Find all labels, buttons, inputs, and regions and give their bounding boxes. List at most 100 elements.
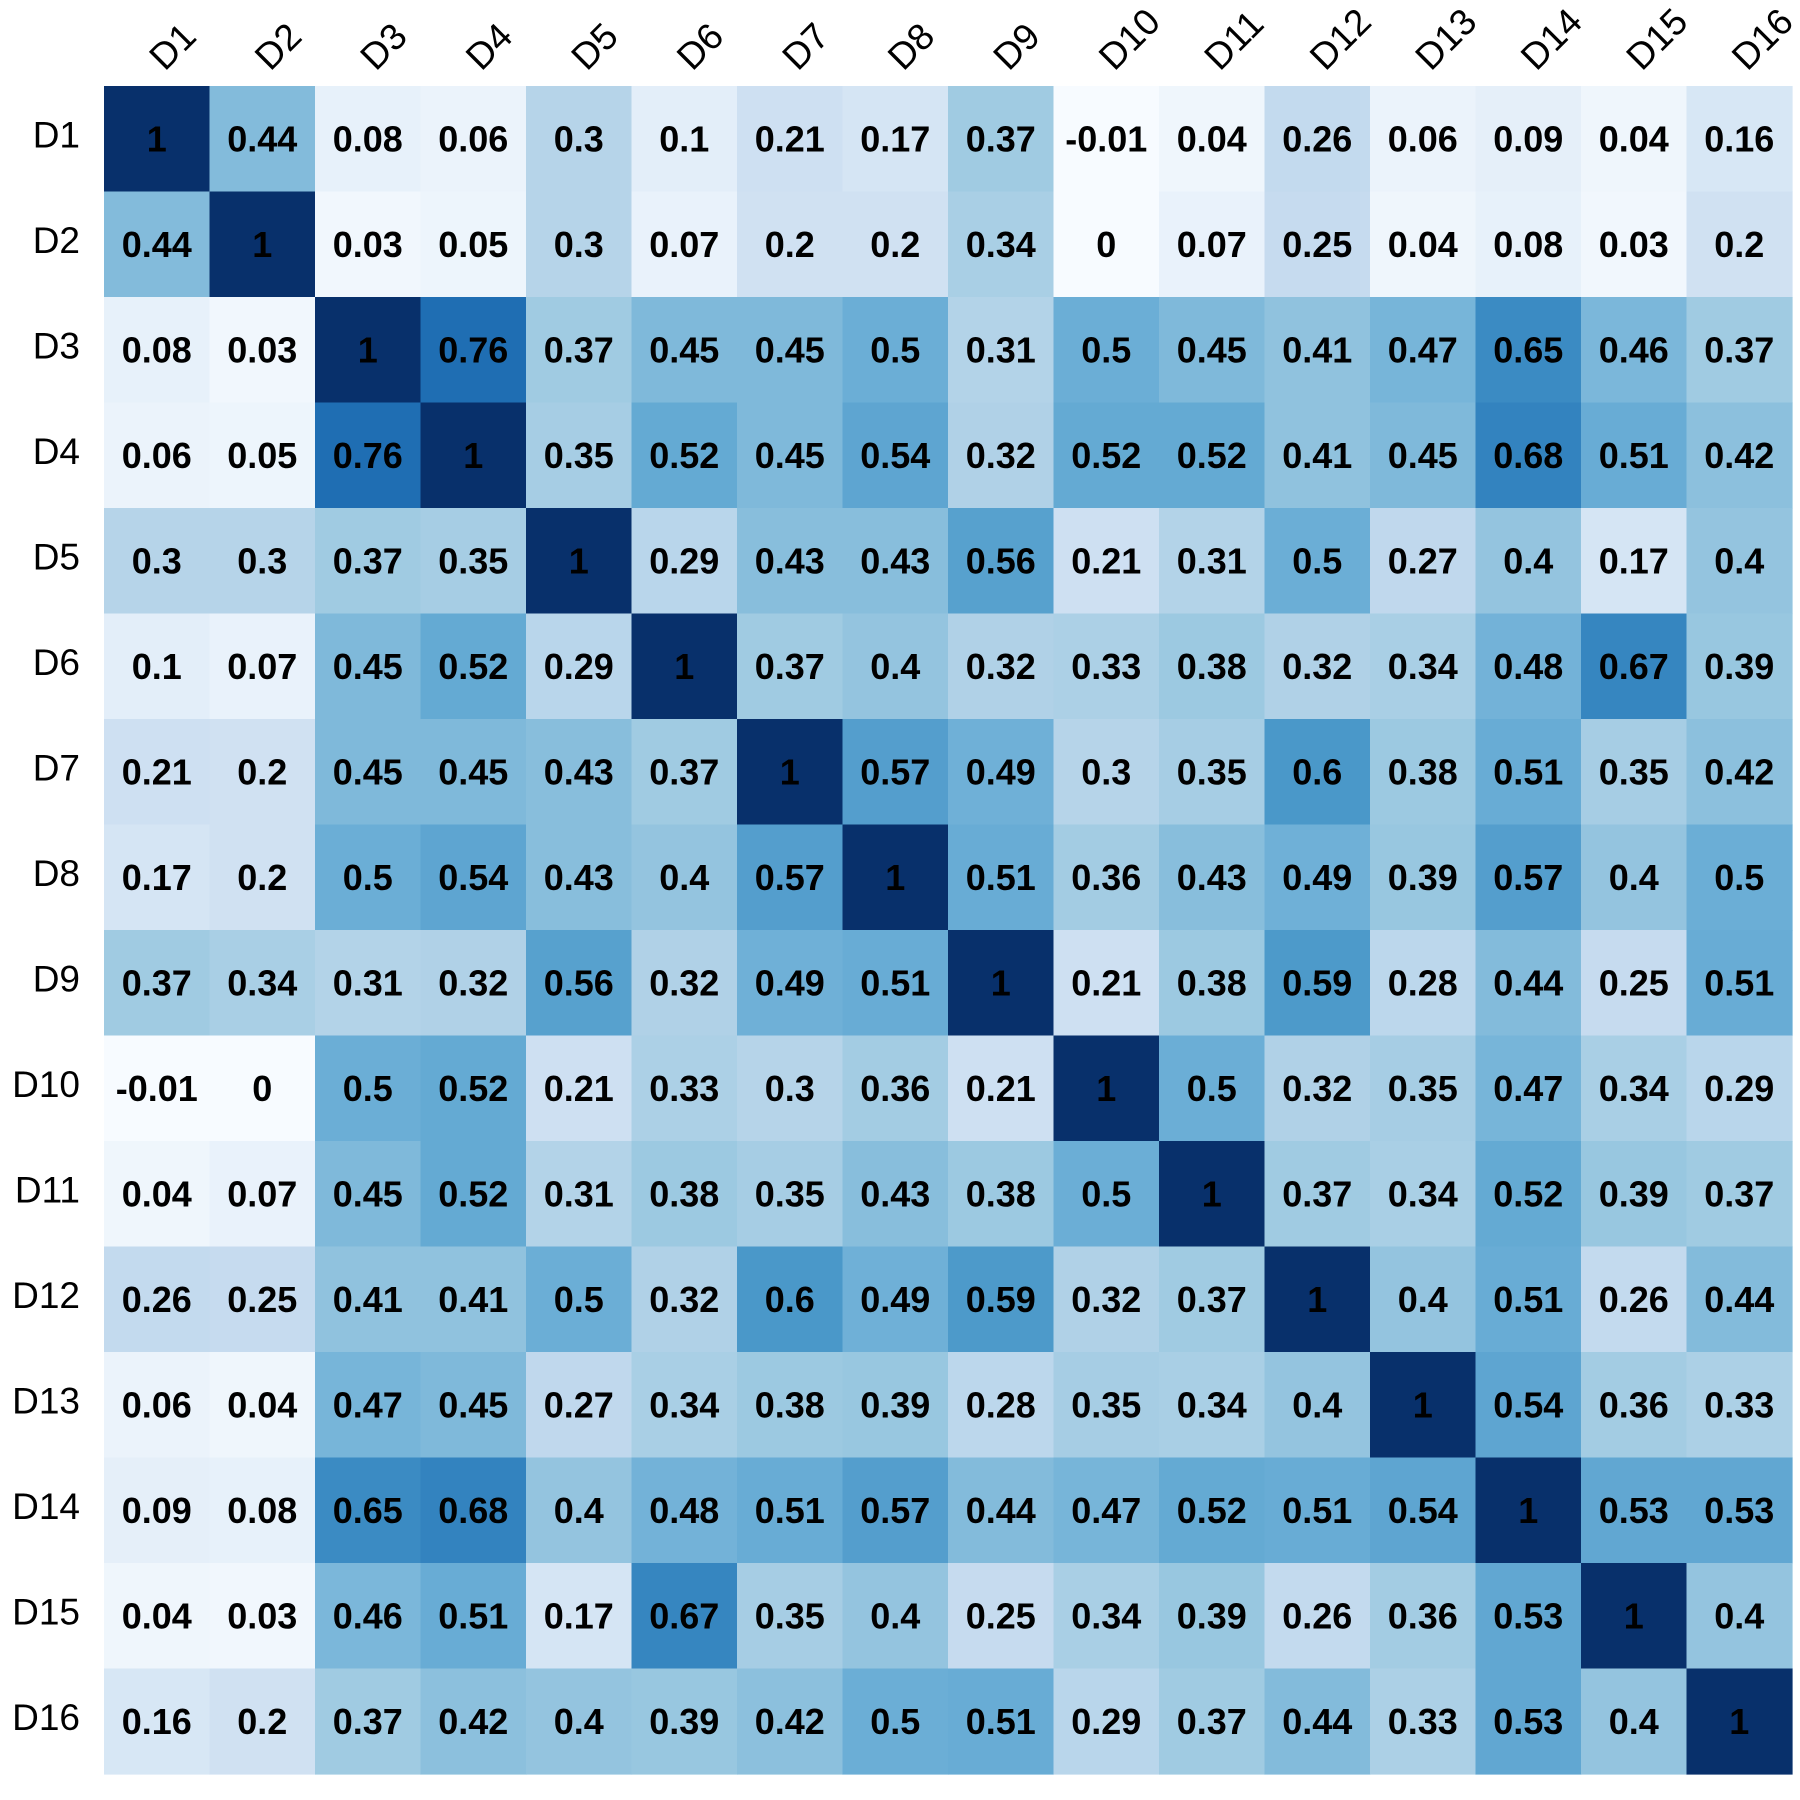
cell-value-label: 0.6 [765, 1279, 815, 1320]
heatmap-cell-D5-D8 [842, 508, 949, 615]
cell-value-label: 0.53 [1704, 1490, 1774, 1531]
cell-value-label: 0.56 [966, 540, 1036, 581]
heatmap-cell-D15-D11 [1159, 1563, 1266, 1670]
x-tick-label: D11 [1196, 3, 1271, 78]
cell-value-label: 0.54 [1388, 1490, 1458, 1531]
cell-value-label: 0.37 [755, 646, 825, 687]
heatmap-cell-D3-D14 [1475, 297, 1582, 404]
cell-value-label: 0.4 [870, 1595, 920, 1636]
cell-value-label: 0.5 [870, 329, 920, 370]
cell-value-label: 0.41 [438, 1279, 508, 1320]
cell-value-label: 0.53 [1599, 1490, 1669, 1531]
cell-value-label: 0.03 [227, 1595, 297, 1636]
heatmap-cell-D13-D5 [526, 1352, 633, 1459]
heatmap-cell-D1-D3 [315, 86, 422, 193]
cell-value-label: 0.09 [1493, 118, 1563, 159]
cell-value-label: 0.25 [227, 1279, 297, 1320]
cell-value-label: 0.34 [966, 224, 1036, 265]
cell-value-label: 0.36 [1388, 1595, 1458, 1636]
cell-value-label: 0.05 [438, 224, 508, 265]
cell-value-label: 0.51 [1282, 1490, 1352, 1531]
cell-value-label: 0.33 [1704, 1384, 1774, 1425]
heatmap-cell-D15-D5 [526, 1563, 633, 1670]
cell-value-label: -0.01 [116, 1068, 198, 1109]
heatmap-cell-D6-D15 [1581, 613, 1688, 720]
cell-value-label: 0.17 [544, 1595, 614, 1636]
heatmap-cell-D13-D15 [1581, 1352, 1688, 1459]
x-tick-label: D14 [1513, 1, 1590, 78]
heatmap-cell-D8-D11 [1159, 824, 1266, 931]
heatmap-cell-D8-D10 [1053, 824, 1160, 931]
cell-value-label: 0.17 [1599, 540, 1669, 581]
heatmap-cell-D2-D9 [948, 191, 1055, 298]
cell-value-label: 0.26 [1599, 1279, 1669, 1320]
cell-value-label: 0.44 [1493, 962, 1563, 1003]
cell-value-label: 0.4 [1398, 1279, 1448, 1320]
cell-value-label: 1 [674, 646, 694, 687]
cell-value-label: 0.26 [1282, 1595, 1352, 1636]
cell-value-label: 1 [147, 118, 167, 159]
heatmap-cell-D14-D12 [1264, 1457, 1371, 1564]
cell-value-label: 0.32 [438, 962, 508, 1003]
heatmap-cell-D15-D1 [104, 1563, 211, 1670]
cell-value-label: 0.36 [1599, 1384, 1669, 1425]
cell-value-label: 0.43 [755, 540, 825, 581]
heatmap-cell-D7-D14 [1475, 719, 1582, 826]
cell-value-label: 0.39 [1177, 1595, 1247, 1636]
heatmap-cell-D13-D2 [209, 1352, 316, 1459]
heatmap-cell-D9-D4 [420, 930, 527, 1037]
heatmap-cell-D10-D8 [842, 1035, 949, 1142]
cell-value-label: 0.5 [1081, 1173, 1131, 1214]
cell-value-label: 1 [252, 224, 272, 265]
heatmap-cell-D8-D3 [315, 824, 422, 931]
heatmap-cell-D11-D11 [1159, 1141, 1266, 1248]
heatmap-cell-D16-D8 [842, 1668, 949, 1775]
heatmap-cell-D9-D13 [1370, 930, 1477, 1037]
heatmap-cell-D16-D4 [420, 1668, 527, 1775]
heatmap-cell-D8-D7 [737, 824, 844, 931]
cell-value-label: 0.4 [1609, 1701, 1659, 1742]
cell-value-label: 0.39 [860, 1384, 930, 1425]
heatmap-cell-D2-D16 [1686, 191, 1793, 298]
heatmap-cell-D6-D6 [631, 613, 738, 720]
cell-value-label: 0.57 [1493, 857, 1563, 898]
heatmap-cell-D14-D9 [948, 1457, 1055, 1564]
cell-value-label: 0.44 [1704, 1279, 1774, 1320]
cell-value-label: 0.06 [438, 118, 508, 159]
cell-value-label: 0.38 [649, 1173, 719, 1214]
heatmap-cell-D5-D13 [1370, 508, 1477, 615]
heatmap-cell-D10-D5 [526, 1035, 633, 1142]
cell-value-label: 0.39 [649, 1701, 719, 1742]
heatmap-cell-D16-D16 [1686, 1668, 1793, 1775]
cell-value-label: 0.51 [438, 1595, 508, 1636]
y-tick-label: D8 [33, 853, 80, 894]
cell-value-label: 0.05 [227, 435, 297, 476]
heatmap-cell-D4-D12 [1264, 402, 1371, 509]
cell-value-label: 0.37 [1704, 329, 1774, 370]
heatmap-cell-D9-D11 [1159, 930, 1266, 1037]
cell-value-label: 0.34 [1599, 1068, 1669, 1109]
heatmap-cell-D5-D16 [1686, 508, 1793, 615]
cell-value-label: 0.07 [227, 646, 297, 687]
heatmap-cell-D8-D6 [631, 824, 738, 931]
heatmap-cell-D6-D9 [948, 613, 1055, 720]
cell-value-label: 0.32 [1282, 646, 1352, 687]
heatmap-cell-D4-D6 [631, 402, 738, 509]
cell-value-label: 0.37 [122, 962, 192, 1003]
cell-value-label: 1 [1202, 1173, 1222, 1214]
heatmap-cell-D14-D16 [1686, 1457, 1793, 1564]
cell-value-label: 0 [252, 1068, 272, 1109]
cell-value-label: 0.08 [227, 1490, 297, 1531]
heatmap-cell-D8-D4 [420, 824, 527, 931]
heatmap-cell-D13-D3 [315, 1352, 422, 1459]
heatmap-cell-D5-D1 [104, 508, 211, 615]
x-tick-label: D10 [1091, 1, 1168, 78]
heatmap-cell-D3-D4 [420, 297, 527, 404]
heatmap-cell-D14-D14 [1475, 1457, 1582, 1564]
heatmap-cell-D6-D1 [104, 613, 211, 720]
cell-value-label: 0.06 [1388, 118, 1458, 159]
heatmap-cell-D15-D8 [842, 1563, 949, 1670]
cell-value-label: 0.33 [1071, 646, 1141, 687]
cell-value-label: 0.45 [755, 329, 825, 370]
